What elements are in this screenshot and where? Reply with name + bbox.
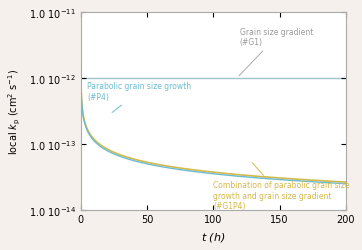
Y-axis label: local $k_{\rm p}$ (cm$^2$ s$^{-1}$): local $k_{\rm p}$ (cm$^2$ s$^{-1}$) bbox=[7, 68, 23, 154]
Text: Parabolic grain size growth
(#P4): Parabolic grain size growth (#P4) bbox=[87, 82, 191, 113]
Text: Grain size gradient
(#G1): Grain size gradient (#G1) bbox=[239, 28, 313, 76]
X-axis label: $t$ (h): $t$ (h) bbox=[201, 230, 226, 243]
Text: Combination of parabolic grain size
growth and grain size gradient
(#G1P4): Combination of parabolic grain size grow… bbox=[213, 163, 350, 210]
